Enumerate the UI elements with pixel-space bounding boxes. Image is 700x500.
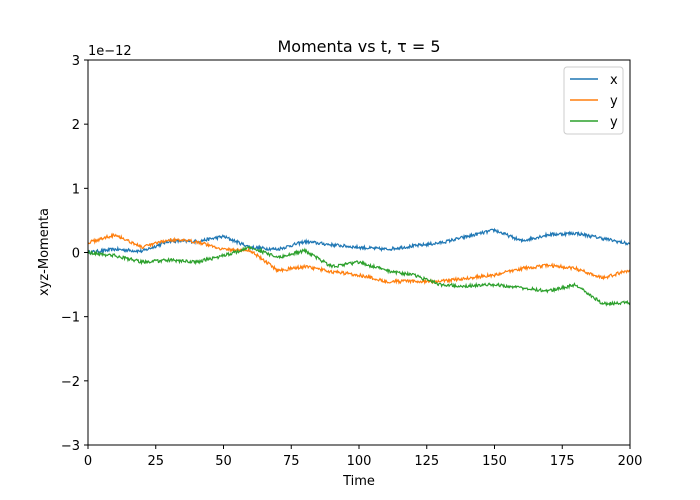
- y-offset-text: 1e−12: [88, 44, 132, 59]
- y-axis-label: xyz-Momenta: [37, 208, 52, 296]
- x-tick-label: 175: [550, 454, 575, 469]
- series-line-0: [87, 227, 631, 255]
- y-tick-label: −2: [61, 375, 80, 390]
- y-tick-label: 2: [72, 118, 80, 133]
- x-axis-label: Time: [342, 474, 375, 489]
- x-tick-label: 25: [147, 454, 164, 469]
- x-tick-label: 125: [414, 454, 439, 469]
- axis-ticks: 0 25 50 75 100 125 150 175 200 −3 −2 −1 0 1 2 3: [61, 54, 643, 469]
- x-tick-label: 200: [618, 454, 643, 469]
- x-tick-label: 0: [84, 454, 92, 469]
- y-tick-label: 0: [72, 247, 80, 262]
- legend-label-0: x: [610, 73, 618, 88]
- x-tick-label: 50: [215, 454, 232, 469]
- y-tick-label: −1: [61, 311, 80, 326]
- legend-label-1: y: [610, 94, 618, 109]
- series-line-1: [87, 232, 631, 286]
- y-tick-label: 1: [72, 182, 80, 197]
- chart-title: Momenta vs t, τ = 5: [277, 37, 440, 56]
- axes-frame: [87, 59, 631, 446]
- x-tick-label: 100: [347, 454, 372, 469]
- legend-label-2: y: [610, 115, 618, 130]
- plot-lines: [87, 227, 631, 307]
- y-tick-label: 3: [72, 54, 80, 69]
- y-tick-label: −3: [61, 439, 80, 454]
- x-tick-label: 75: [283, 454, 300, 469]
- series-line-2: [87, 246, 631, 307]
- legend: xyy: [563, 66, 624, 135]
- x-tick-label: 150: [482, 454, 507, 469]
